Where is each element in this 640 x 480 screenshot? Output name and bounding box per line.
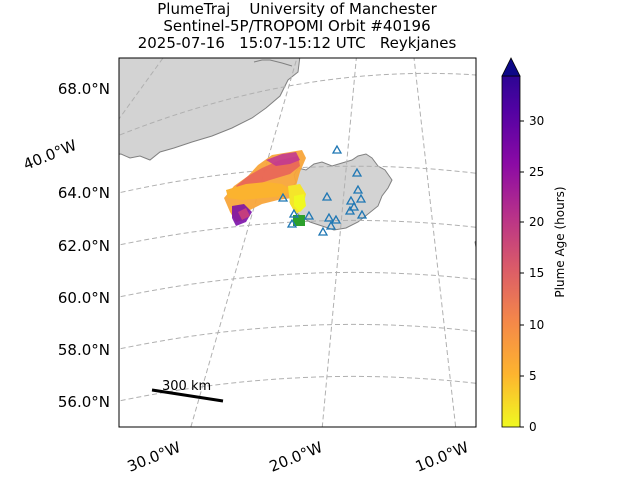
lat-label: 60.0°N [58, 289, 110, 307]
colorbar-tick-label: 5 [529, 369, 537, 383]
colorbar-tick-labels: 0 5 10 15 20 25 30 [529, 114, 544, 434]
colorbar-tick-label: 25 [529, 165, 544, 179]
title-line-2: Sentinel-5P/TROPOMI Orbit #40196 [163, 17, 431, 35]
colorbar-label: Plume Age (hours) [553, 186, 567, 297]
title-line-3: 2025-07-16 15:07-15:12 UTC Reykjanes [137, 34, 457, 52]
lat-label: 62.0°N [58, 237, 110, 255]
lon-label: 30.0°W [125, 438, 184, 476]
source-marker [293, 215, 305, 226]
lon-label: 10.0°W [413, 438, 472, 476]
lat-label: 58.0°N [58, 341, 110, 359]
colorbar-extend-max [501, 57, 521, 77]
map-frame [118, 57, 477, 428]
colorbar-tick-label: 15 [529, 266, 544, 280]
lon-label: 20.0°W [267, 438, 326, 476]
colorbar-tick-label: 0 [529, 420, 537, 434]
lat-label: 64.0°N [58, 184, 110, 202]
grid-meridians [119, 58, 457, 427]
scale-bar-label: 300 km [162, 379, 211, 394]
plume-retrieval [224, 150, 306, 226]
scale-bar [151, 388, 224, 403]
lat-label: 56.0°N [58, 393, 110, 411]
volcano-markers [277, 144, 368, 236]
lat-labels: 68.0°N 64.0°N 62.0°N 60.0°N 58.0°N 56.0°… [58, 80, 110, 411]
colorbar [501, 75, 521, 428]
title-line-1: PlumeTraj University of Manchester [157, 0, 437, 18]
greenland-coast-fjords [253, 59, 293, 67]
lon-label: 40.0°W [21, 136, 80, 174]
colorbar-tick-label: 20 [529, 215, 544, 229]
lat-label: 68.0°N [58, 80, 110, 98]
colorbar-tick-label: 10 [529, 318, 544, 332]
colorbar-ticks [520, 120, 524, 428]
colorbar-tick-label: 30 [529, 114, 544, 128]
greenland-land [119, 58, 301, 161]
